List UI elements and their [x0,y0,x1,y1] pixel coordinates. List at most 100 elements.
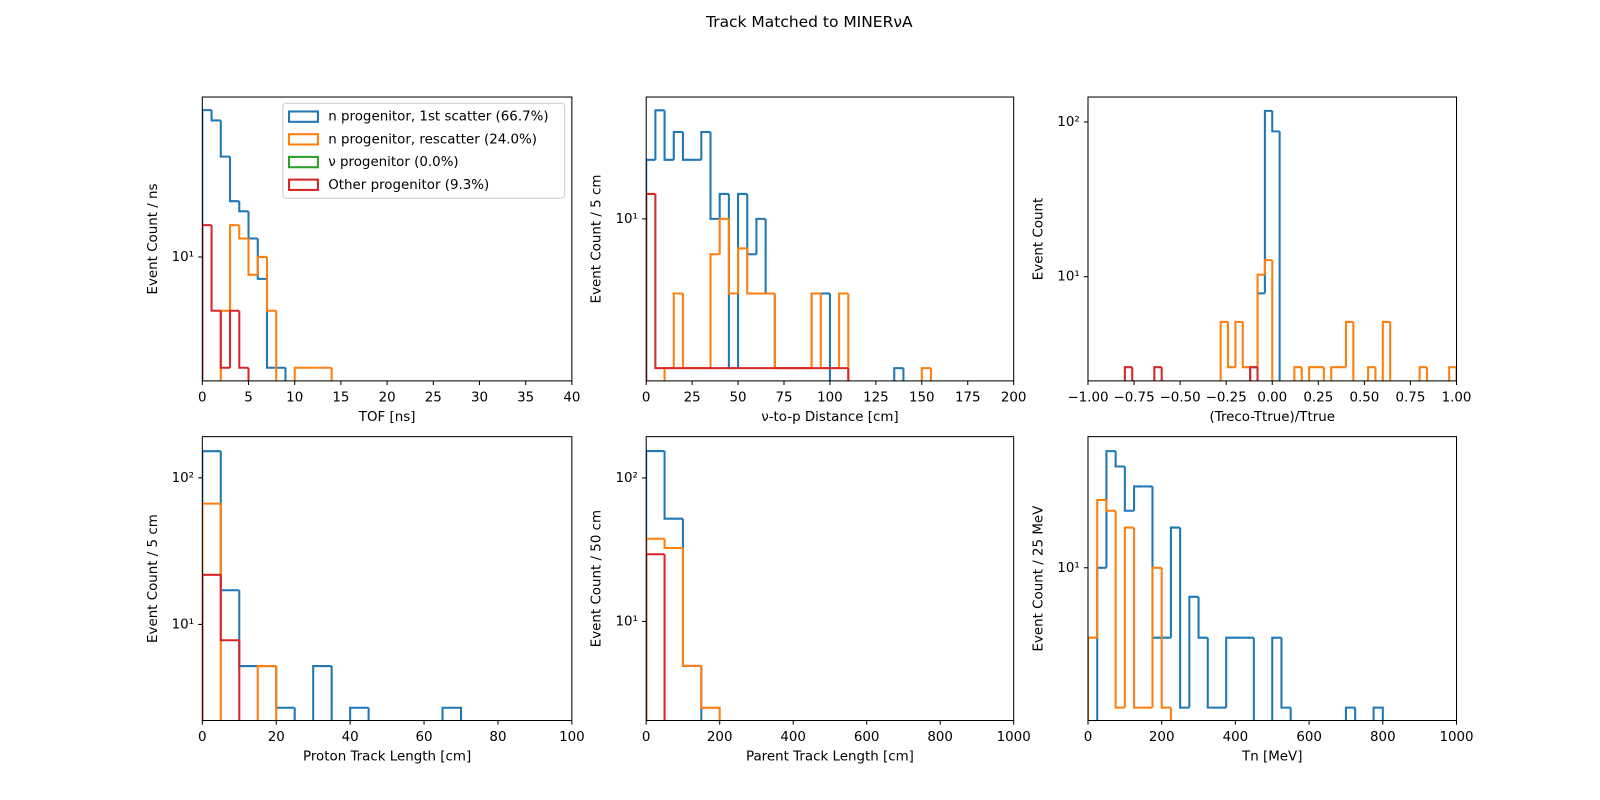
histogram-step [773,293,784,370]
histogram-step [1160,567,1171,709]
x-tick-label: 0 [198,390,207,405]
x-tick-label: 20 [268,730,285,745]
legend-swatch [288,133,319,146]
histogram-step [238,640,241,721]
y-tick-label: 10² [1057,115,1079,130]
histogram-step [681,547,702,667]
histogram-step [773,293,784,370]
histogram-step [663,538,683,550]
y-tick-label: 10¹ [1057,561,1079,576]
x-tick-label: −0.25 [1206,390,1247,405]
x-axis-label: (Treco-Ttrue)/Ttrue [1210,410,1336,425]
histogram-step [1197,596,1208,639]
histogram-step [1151,566,1162,708]
histogram-step [1300,367,1303,381]
histogram-step [210,225,221,312]
histogram-step [1169,526,1181,638]
x-tick-label: 125 [863,390,889,405]
legend-label: ν progenitor (0.0%) [328,155,458,170]
legend-box [282,102,566,199]
x-tick-label: 25 [684,390,701,405]
x-tick-label: 0.50 [1349,390,1379,405]
histogram-step [810,292,821,369]
x-tick-label: 400 [1223,730,1249,745]
axes-frame [645,436,1015,722]
histogram-step [1123,466,1135,512]
y-axis-label: Event Count / ns [146,183,161,294]
histogram-step [1123,526,1135,708]
histogram-step [646,158,656,381]
histogram-step [1308,366,1317,381]
histogram-step [1263,259,1273,275]
histogram-step [441,706,463,721]
histogram-step [219,574,240,642]
histogram-step [247,211,258,240]
histogram-step [929,368,933,381]
histogram-step [202,224,212,381]
x-tick-label: −1.00 [1067,390,1108,405]
x-axis-label: Tn [MeV] [1241,750,1302,765]
x-axis-label: TOF [ns] [358,410,416,425]
histogram-step [238,310,249,369]
y-axis-label: Event Count [1031,198,1046,280]
x-tick-label: 600 [1296,730,1322,745]
histogram-step [663,367,674,381]
histogram-step [219,310,231,369]
histogram-step [646,537,665,721]
histogram-step [737,247,748,294]
histogram-step [284,367,287,381]
histogram-step [1271,260,1274,381]
histogram-step [330,367,333,381]
histogram-step [681,293,693,370]
x-tick-label: 200 [1001,390,1027,405]
histogram-step [1372,706,1384,721]
x-tick-label: 5 [244,390,253,405]
x-tick-label: −0.75 [1114,390,1155,405]
histogram-step [210,110,221,122]
histogram-step [681,518,702,667]
histogram-step [1219,320,1229,381]
histogram-step [681,132,693,161]
y-tick-label: 10¹ [615,614,637,629]
y-axis-label: Event Count / 50 cm [590,510,605,647]
histogram-step [1096,498,1107,638]
histogram-step [746,193,757,256]
histogram-step [1188,595,1199,708]
histogram-step [737,192,748,369]
y-tick-label: 10² [615,471,637,486]
histogram-step [1241,321,1251,369]
histogram-step [312,665,332,721]
histogram-step [247,238,258,276]
histogram-step [764,218,775,295]
histogram-step [1249,366,1258,381]
x-tick-label: 100 [559,730,585,745]
histogram-step [1133,485,1144,511]
histogram-step [810,292,821,369]
histogram-step [1293,366,1302,381]
histogram-step [1096,566,1107,721]
histogram-step [219,120,231,158]
x-tick-label: 400 [780,730,806,745]
y-tick-label: 10¹ [1057,270,1079,285]
histogram-step [1289,707,1292,721]
x-tick-label: 50 [730,390,747,405]
x-axis-label: Proton Track Length [cm] [303,750,471,765]
histogram-step [1418,366,1428,381]
x-tick-label: 0 [642,390,651,405]
histogram-step [672,292,683,369]
x-tick-label: 150 [909,390,935,405]
histogram-step [219,451,240,592]
histogram-step [1179,527,1190,709]
histogram-step [838,292,849,369]
histogram-step [1344,320,1354,368]
histogram-step [202,109,212,381]
axes-frame [1087,436,1458,722]
x-tick-label: 0 [642,730,651,745]
histogram-step [1271,636,1282,721]
histogram-step [654,109,665,160]
histogram-step [293,366,304,381]
histogram-step [672,130,683,160]
histogram-step [727,218,739,295]
legend-label: Other progenitor (9.3%) [328,178,489,193]
